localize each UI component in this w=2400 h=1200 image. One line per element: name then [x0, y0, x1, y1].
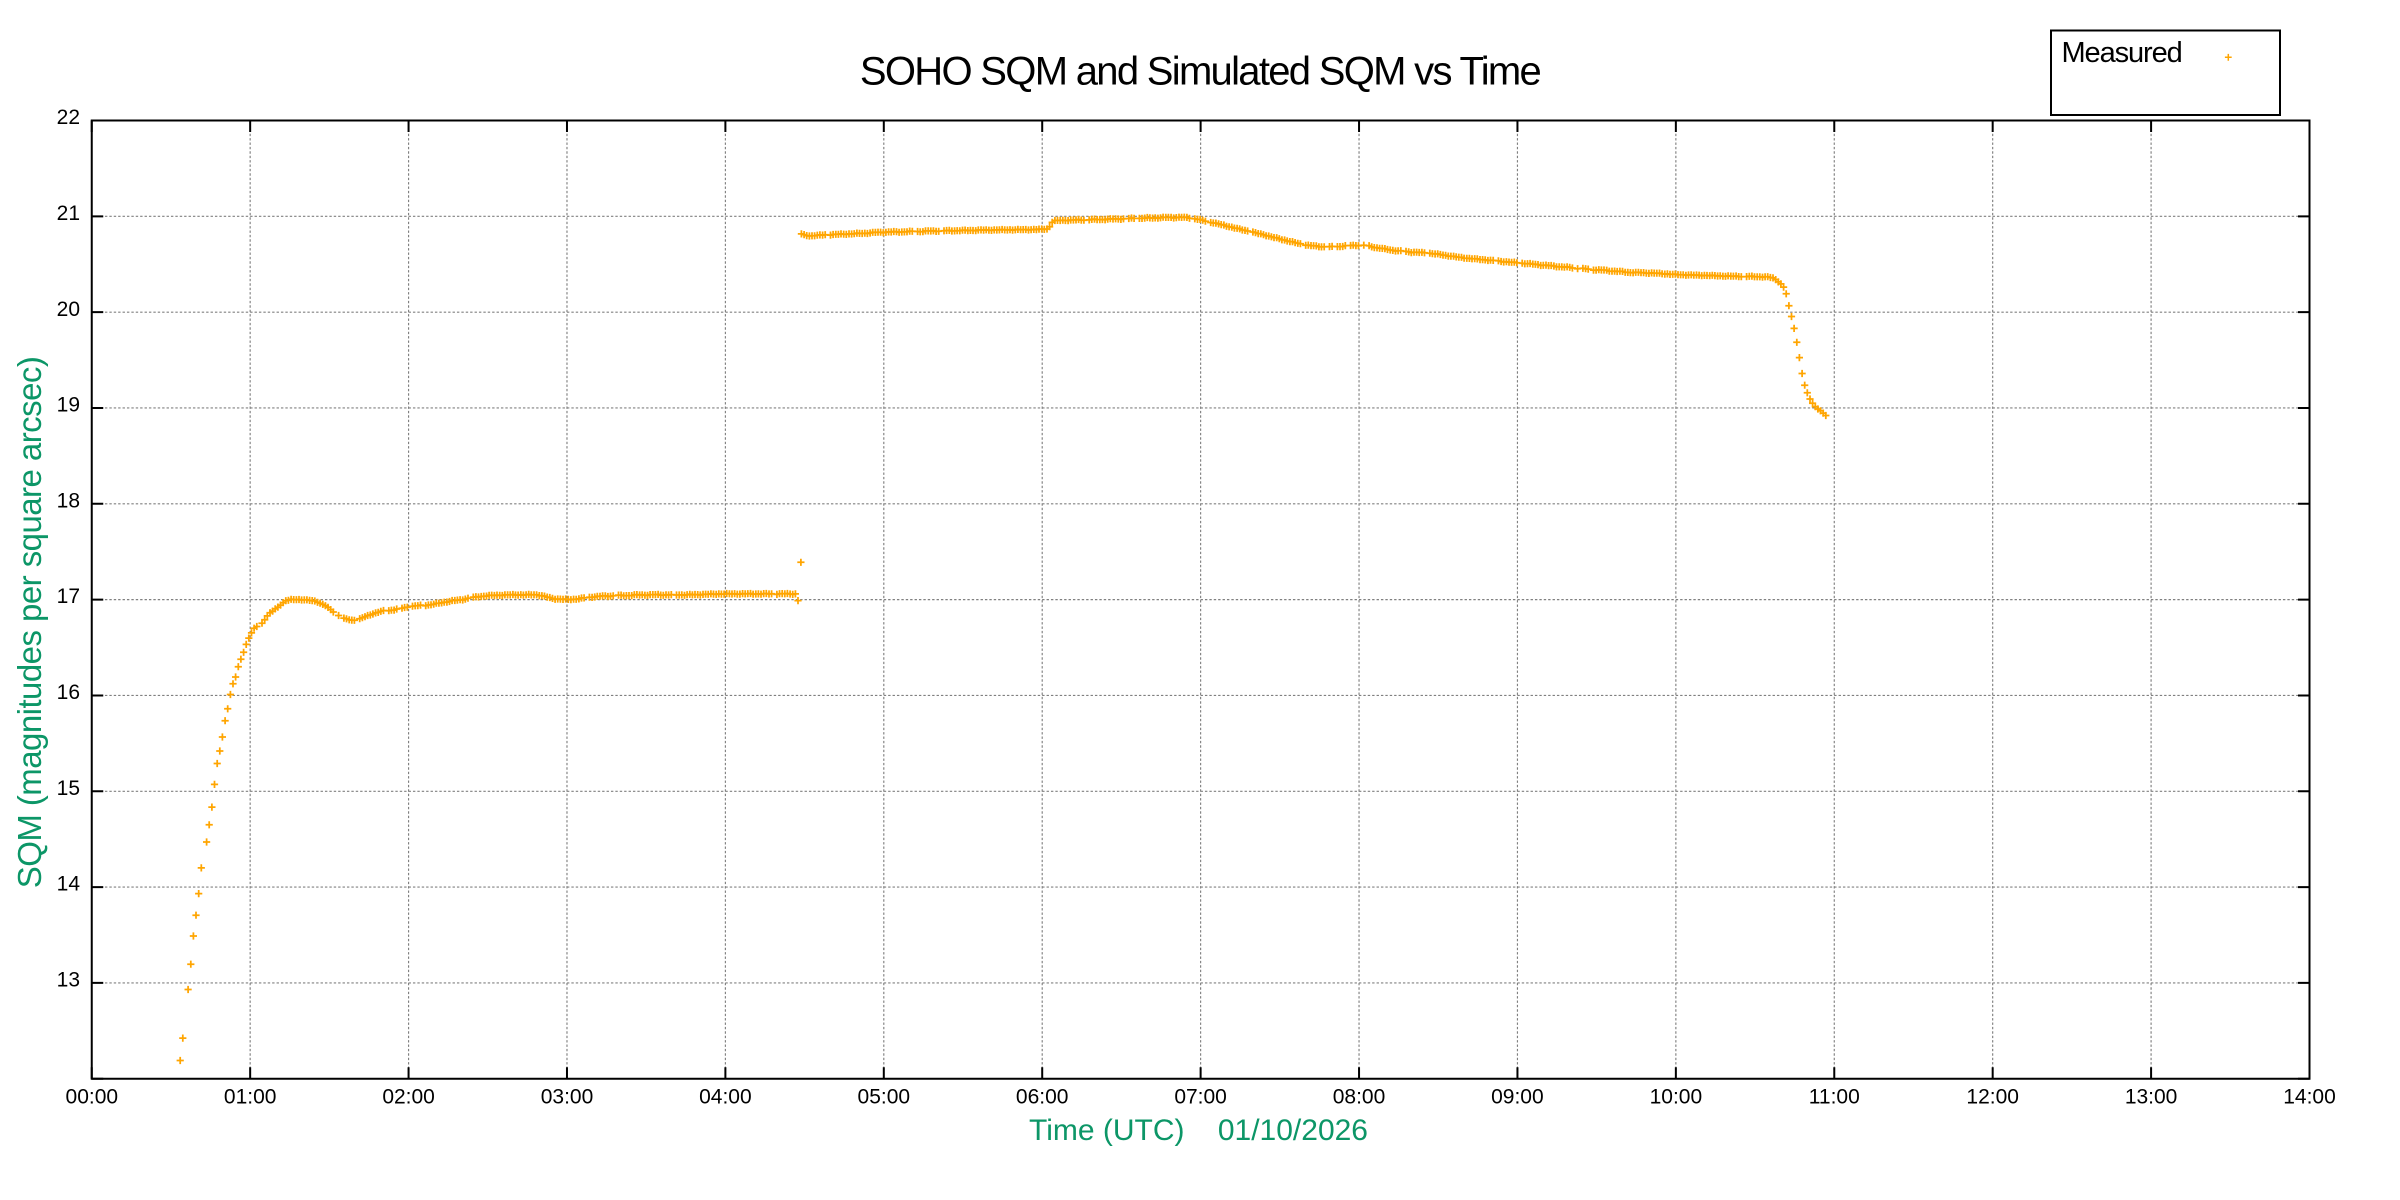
svg-text:17: 17 — [57, 585, 80, 608]
svg-text:20: 20 — [57, 298, 80, 321]
svg-text:11:00: 11:00 — [1809, 1086, 1860, 1109]
svg-text:SQM (magnitudes per square arc: SQM (magnitudes per square arcsec) — [11, 357, 48, 889]
svg-text:10:00: 10:00 — [1650, 1086, 1703, 1109]
svg-text:08:00: 08:00 — [1333, 1086, 1386, 1109]
svg-text:03:00: 03:00 — [541, 1086, 594, 1109]
svg-text:22: 22 — [57, 106, 80, 129]
svg-text:01:00: 01:00 — [224, 1086, 277, 1109]
svg-text:12:00: 12:00 — [1966, 1086, 2019, 1109]
svg-text:19: 19 — [57, 394, 80, 417]
svg-text:06:00: 06:00 — [1016, 1086, 1069, 1109]
svg-text:Time (UTC) 01/10/2026: Time (UTC) 01/10/2026 — [1029, 1114, 1368, 1147]
svg-text:Measured: Measured — [2062, 37, 2182, 69]
svg-text:07:00: 07:00 — [1174, 1086, 1227, 1109]
svg-text:14:00: 14:00 — [2283, 1086, 2336, 1109]
svg-text:13: 13 — [57, 969, 80, 992]
svg-text:09:00: 09:00 — [1491, 1086, 1544, 1109]
svg-text:14: 14 — [57, 873, 81, 896]
svg-text:21: 21 — [57, 202, 80, 225]
svg-text:16: 16 — [57, 681, 80, 704]
svg-text:13:00: 13:00 — [2125, 1086, 2178, 1109]
svg-text:SOHO SQM and Simulated SQM vs: SOHO SQM and Simulated SQM vs Time — [860, 50, 1541, 94]
svg-text:18: 18 — [57, 489, 80, 512]
svg-text:00:00: 00:00 — [66, 1086, 119, 1109]
svg-text:05:00: 05:00 — [858, 1086, 911, 1109]
svg-text:15: 15 — [57, 777, 80, 800]
svg-text:04:00: 04:00 — [699, 1086, 752, 1109]
svg-text:02:00: 02:00 — [382, 1086, 435, 1109]
